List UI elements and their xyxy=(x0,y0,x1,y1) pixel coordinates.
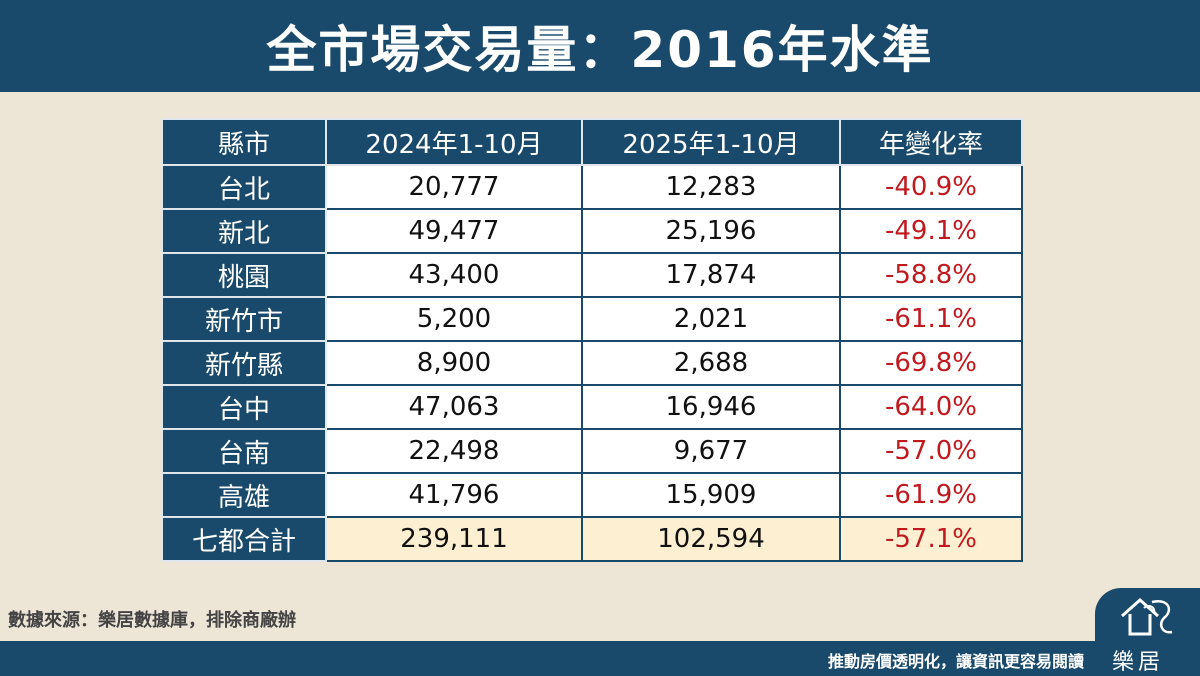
table-row: 台中 47,063 16,946 -64.0% xyxy=(161,384,1023,430)
data-table: 縣市 2024年1-10月 2025年1-10月 年變化率 台北 20,777 12… xyxy=(161,118,1023,562)
value-2025-cell: 16,946 xyxy=(581,384,841,430)
value-2024-cell: 49,477 xyxy=(325,208,583,254)
logo-text: 樂居 xyxy=(1112,650,1165,675)
column-header-change: 年變化率 xyxy=(839,118,1023,166)
change-rate-cell: -49.1% xyxy=(839,208,1023,254)
change-rate-cell: -40.9% xyxy=(839,164,1023,210)
city-cell: 台北 xyxy=(161,164,327,210)
city-cell: 新竹縣 xyxy=(161,340,327,386)
change-rate-cell: -69.8% xyxy=(839,340,1023,386)
change-rate-cell: -61.1% xyxy=(839,296,1023,342)
value-2024-cell: 239,111 xyxy=(325,516,583,562)
city-cell: 桃園 xyxy=(161,252,327,298)
value-2024-cell: 22,498 xyxy=(325,428,583,474)
city-cell: 新北 xyxy=(161,208,327,254)
title-banner: 全市場交易量：2016年水準 xyxy=(0,0,1200,92)
city-cell: 高雄 xyxy=(161,472,327,518)
value-2025-cell: 17,874 xyxy=(581,252,841,298)
table-row: 新竹縣 8,900 2,688 -69.8% xyxy=(161,340,1023,386)
footer-slogan: 推動房價透明化，讓資訊更容易閱讀 xyxy=(827,652,1084,671)
column-header-2024: 2024年1-10月 xyxy=(325,118,583,166)
change-rate-cell: -64.0% xyxy=(839,384,1023,430)
change-rate-cell: -57.0% xyxy=(839,428,1023,474)
change-rate-cell: -58.8% xyxy=(839,252,1023,298)
value-2024-cell: 41,796 xyxy=(325,472,583,518)
value-2025-cell: 9,677 xyxy=(581,428,841,474)
footer-bar xyxy=(0,641,1200,676)
data-table-container: 縣市 2024年1-10月 2025年1-10月 年變化率 台北 20,777 12… xyxy=(161,118,1023,562)
city-cell: 台南 xyxy=(161,428,327,474)
column-header-2025: 2025年1-10月 xyxy=(581,118,841,166)
value-2025-cell: 25,196 xyxy=(581,208,841,254)
table-row: 台北 20,777 12,283 -40.9% xyxy=(161,164,1023,210)
change-rate-cell: -61.9% xyxy=(839,472,1023,518)
value-2024-cell: 43,400 xyxy=(325,252,583,298)
table-total-row: 七都合計 239,111 102,594 -57.1% xyxy=(161,516,1023,562)
value-2025-cell: 12,283 xyxy=(581,164,841,210)
table-body: 台北 20,777 12,283 -40.9% 新北 49,477 25,196 -49.1%… xyxy=(161,164,1023,562)
source-note: 數據來源：樂居數據庫，排除商廠辦 xyxy=(8,610,296,631)
table-row: 新北 49,477 25,196 -49.1% xyxy=(161,208,1023,254)
value-2025-cell: 2,021 xyxy=(581,296,841,342)
table-row: 台南 22,498 9,677 -57.0% xyxy=(161,428,1023,474)
city-cell: 台中 xyxy=(161,384,327,430)
city-cell: 新竹市 xyxy=(161,296,327,342)
value-2024-cell: 5,200 xyxy=(325,296,583,342)
house-logo-icon xyxy=(1121,597,1173,636)
table-row: 新竹市 5,200 2,021 -61.1% xyxy=(161,296,1023,342)
column-header-city: 縣市 xyxy=(161,118,327,166)
value-2025-cell: 2,688 xyxy=(581,340,841,386)
table-row: 桃園 43,400 17,874 -58.8% xyxy=(161,252,1023,298)
value-2025-cell: 102,594 xyxy=(581,516,841,562)
value-2025-cell: 15,909 xyxy=(581,472,841,518)
value-2024-cell: 20,777 xyxy=(325,164,583,210)
value-2024-cell: 8,900 xyxy=(325,340,583,386)
page-title: 全市場交易量：2016年水準 xyxy=(266,21,934,79)
table-header-row: 縣市 2024年1-10月 2025年1-10月 年變化率 xyxy=(161,118,1023,166)
logo-tab xyxy=(1095,588,1200,676)
change-rate-cell: -57.1% xyxy=(839,516,1023,562)
city-cell: 七都合計 xyxy=(161,516,327,562)
table-row: 高雄 41,796 15,909 -61.9% xyxy=(161,472,1023,518)
value-2024-cell: 47,063 xyxy=(325,384,583,430)
